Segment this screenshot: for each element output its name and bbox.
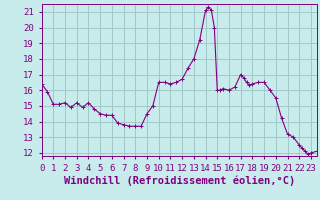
X-axis label: Windchill (Refroidissement éolien,°C): Windchill (Refroidissement éolien,°C) bbox=[64, 175, 295, 186]
